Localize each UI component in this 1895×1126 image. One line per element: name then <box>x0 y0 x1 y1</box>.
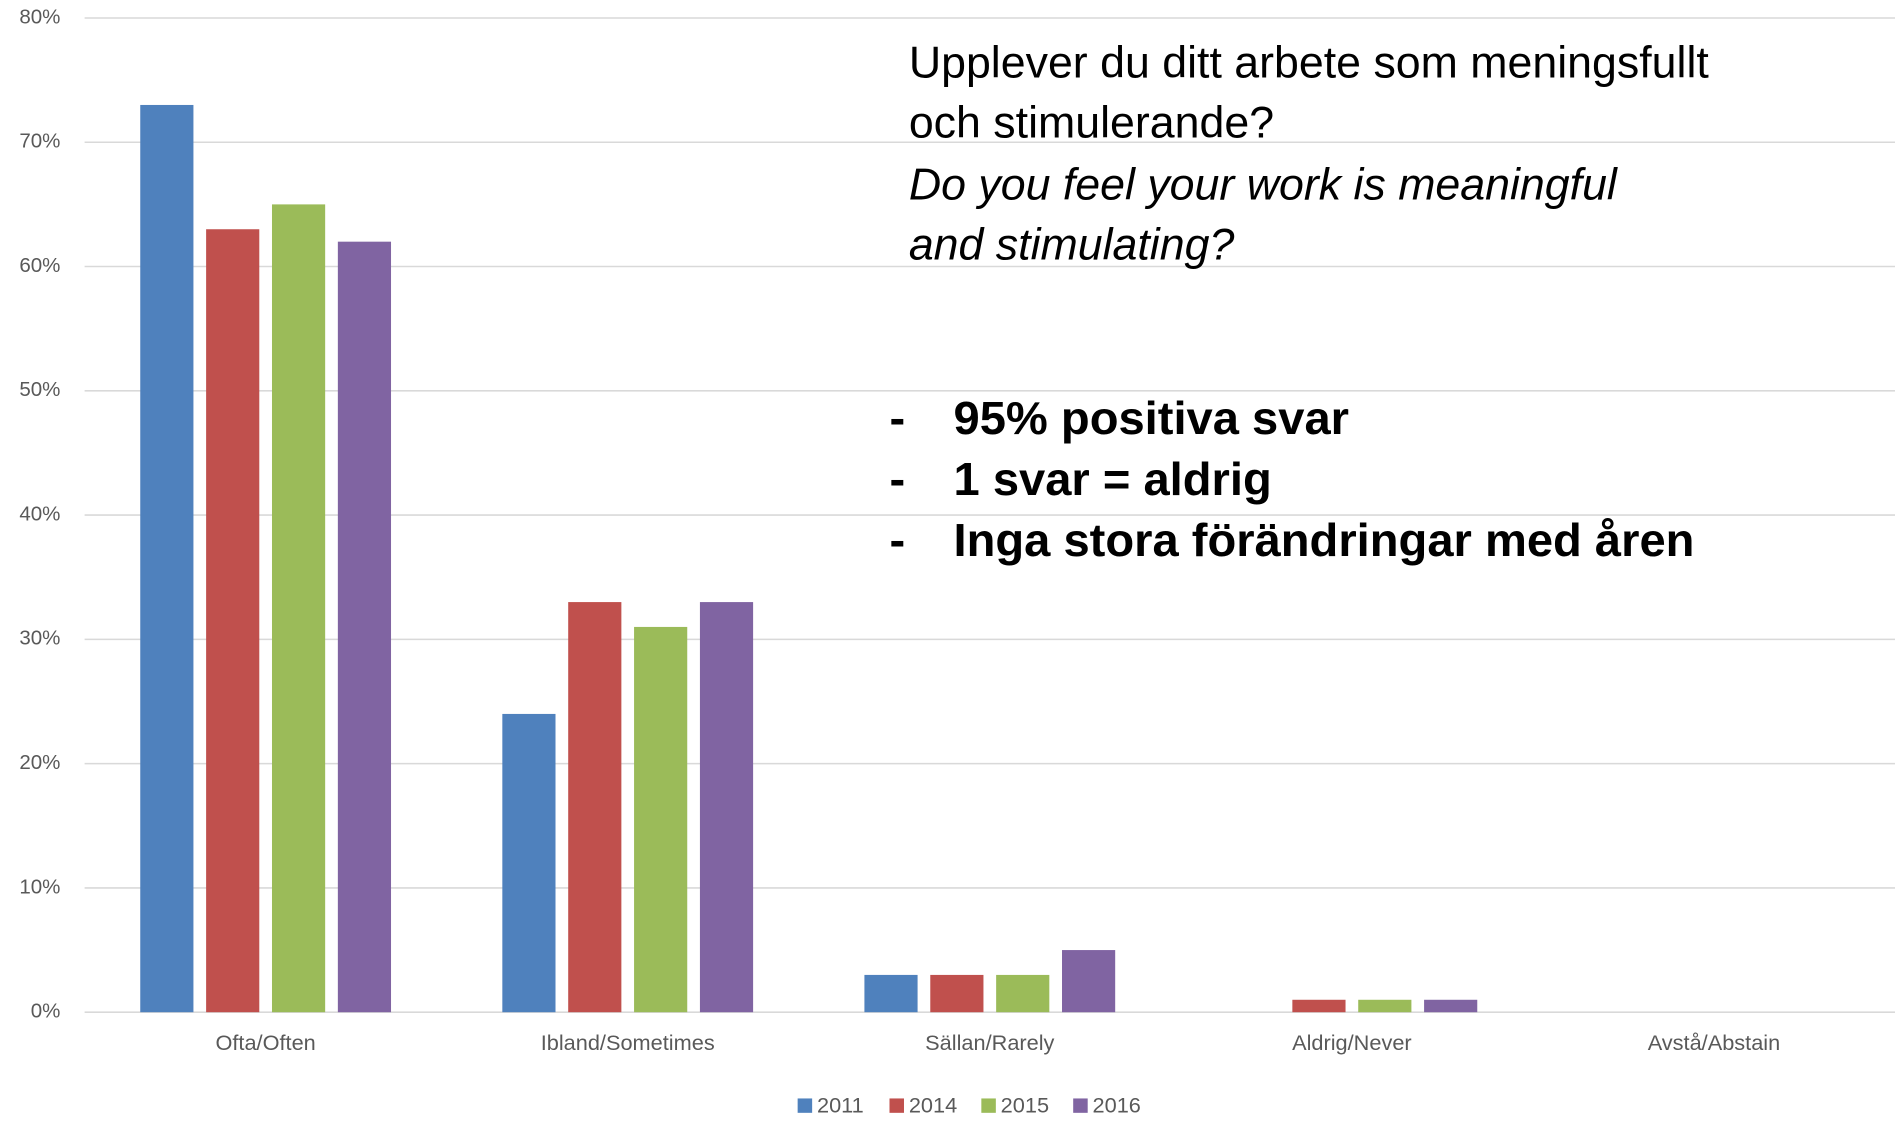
bar <box>568 602 622 1013</box>
bar <box>502 713 556 1013</box>
legend-swatch <box>889 1098 904 1113</box>
y-tick-label: 30% <box>19 627 60 650</box>
bar <box>140 104 194 1013</box>
y-tick-label: 0% <box>31 1000 61 1023</box>
legend-swatch <box>981 1098 996 1113</box>
bar <box>1292 999 1346 1013</box>
legend-label: 2014 <box>909 1093 957 1118</box>
y-tick-label: 10% <box>19 875 60 898</box>
subtitle: Do you feel your work is meaningful <box>909 161 1618 210</box>
bullet-text: 1 svar = aldrig <box>954 453 1272 505</box>
x-tick-label: Ofta/Often <box>215 1030 315 1055</box>
title: Upplever du ditt arbete som meningsfullt <box>909 39 1710 88</box>
bar <box>1358 999 1412 1013</box>
legend-swatch <box>797 1098 813 1113</box>
bullet-marker: - <box>889 392 905 444</box>
subtitle: and stimulating? <box>909 221 1235 270</box>
bullet-marker: - <box>889 514 905 566</box>
x-tick-label: Ibland/Sometimes <box>541 1030 715 1055</box>
legend-swatch <box>1073 1098 1088 1113</box>
y-tick-label: 80% <box>19 5 60 28</box>
legend-label: 2016 <box>1093 1093 1141 1118</box>
bullet-marker: - <box>889 453 905 505</box>
bar <box>634 626 688 1013</box>
bar <box>271 204 326 1013</box>
y-tick-label: 50% <box>19 378 60 401</box>
bar <box>864 974 918 1013</box>
y-tick-label: 20% <box>19 751 60 774</box>
title: och stimulerande? <box>909 99 1274 148</box>
y-tick-label: 40% <box>19 503 60 526</box>
bar <box>699 602 754 1013</box>
bar <box>996 974 1050 1013</box>
bar <box>206 229 260 1013</box>
x-tick-label: Avstå/Abstain <box>1648 1030 1781 1055</box>
bar <box>930 974 984 1013</box>
bullet-text: 95% positiva svar <box>954 392 1349 444</box>
bar <box>1062 950 1116 1013</box>
legend-label: 2011 <box>817 1093 864 1118</box>
legend-label: 2015 <box>1001 1093 1049 1118</box>
y-tick-label: 60% <box>19 254 60 277</box>
bullet-text: Inga stora förändringar med åren <box>954 514 1695 566</box>
bar <box>337 241 392 1013</box>
y-tick-label: 70% <box>19 130 60 153</box>
x-tick-label: Sällan/Rarely <box>925 1030 1054 1055</box>
bar <box>1424 999 1478 1013</box>
x-tick-label: Aldrig/Never <box>1292 1030 1412 1055</box>
